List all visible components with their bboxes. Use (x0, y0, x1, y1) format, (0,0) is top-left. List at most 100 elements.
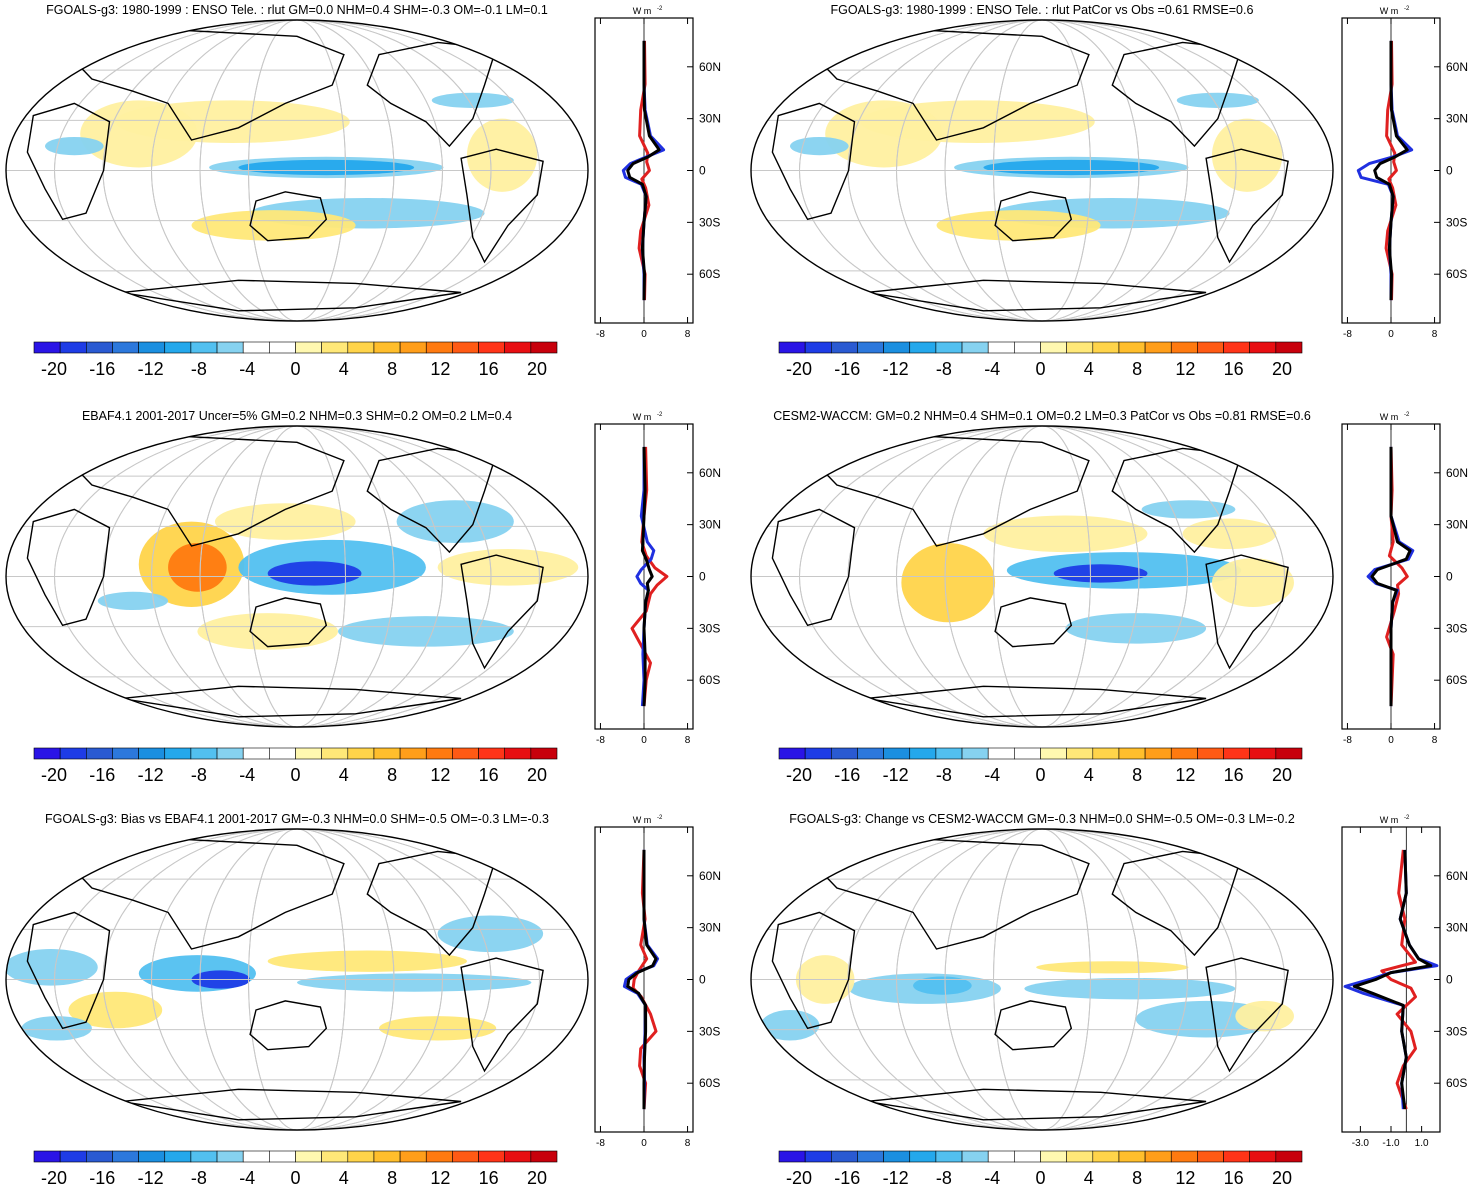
unit-superscript: -2 (1404, 815, 1410, 821)
colorbar-swatch (857, 747, 884, 760)
colorbar-swatch (1066, 1150, 1094, 1163)
panel-2: FGOALS-g3: 1980-1999 : ENSO Tele. : rlut… (750, 3, 1468, 379)
colorbar-swatch (1118, 341, 1146, 354)
lat-tick-label: 30N (1446, 112, 1468, 126)
colorbar-swatch (883, 1150, 911, 1163)
colorbar-swatch (530, 747, 558, 760)
colorbar-swatch (961, 747, 989, 760)
coastline (866, 1088, 1207, 1121)
colorbar-swatch (321, 1150, 349, 1163)
colorbar-swatch (1066, 747, 1094, 760)
colorbar-swatch (295, 747, 322, 760)
x-tick-label: 8 (1432, 329, 1438, 340)
zonal-mean-plot: 60N 30N 0 30S 60S -8 0 8 W m -2 (594, 6, 721, 340)
coastline (61, 838, 345, 950)
colorbar-swatch (1170, 747, 1198, 760)
colorbar-swatch (138, 1150, 166, 1163)
coastline (994, 597, 1073, 648)
colorbar-swatch (504, 747, 532, 760)
colorbar-tick-label: 20 (527, 1168, 547, 1187)
colorbar-tick-label: -12 (883, 765, 909, 785)
meridian-line (944, 829, 1140, 1130)
lat-tick-label: 30S (1446, 215, 1467, 229)
anomaly-region (97, 591, 169, 611)
colorbar-swatch (164, 341, 192, 354)
lat-tick-label: 30S (699, 621, 720, 635)
colorbar-tick-label: -12 (138, 1168, 164, 1187)
colorbar-swatch (1014, 1150, 1041, 1163)
coastline (806, 29, 1090, 141)
colorbar-tick-label: -4 (239, 765, 255, 785)
meridian-line (151, 426, 443, 727)
coastline (806, 435, 1090, 547)
x-tick-label: 1.0 (1415, 1138, 1429, 1149)
coastline (121, 1088, 462, 1121)
anomaly-region (379, 1016, 497, 1041)
coastline (249, 1000, 328, 1051)
colorbar-tick-label: 4 (1084, 1168, 1094, 1187)
anomaly-region (214, 503, 356, 540)
colorbar-tick-label: -8 (936, 359, 952, 379)
anomaly-region (267, 561, 362, 586)
coastline (806, 838, 1090, 950)
colorbar-tick-label: 20 (1272, 359, 1292, 379)
colorbar-swatch (138, 747, 166, 760)
meridian-line (54, 426, 540, 727)
lat-tick-label: 60S (1446, 267, 1467, 281)
map (750, 828, 1334, 1131)
anomaly-region (1176, 92, 1259, 108)
coastline (866, 279, 1207, 312)
colorbar-tick-label: -16 (834, 765, 860, 785)
map-border (5, 828, 589, 1131)
colorbar-swatch (1014, 747, 1041, 760)
lat-tick-label: 0 (1446, 973, 1453, 987)
colorbar-swatch (269, 341, 296, 354)
colorbar-tick-label: -20 (41, 1168, 67, 1187)
colorbar-swatch (112, 1150, 139, 1163)
map-border (750, 19, 1334, 322)
colorbar-swatch (1197, 1150, 1224, 1163)
colorbar-swatch (425, 747, 453, 760)
x-tick-label: 8 (685, 735, 691, 746)
colorbar-tick-label: 0 (1035, 359, 1045, 379)
panel-title: FGOALS-g3: Bias vs EBAF4.1 2001-2017 GM=… (45, 812, 549, 826)
colorbar-swatch (1118, 1150, 1146, 1163)
unit-label: W m (633, 815, 652, 825)
zonal-mean-plot: 60N 30N 0 30S 60S -3.0 -1.0 1.0 W m -2 (1341, 815, 1468, 1149)
map-field (751, 829, 1333, 1130)
coastline (61, 29, 345, 141)
anomaly-region (197, 613, 339, 650)
unit-label: W m (1380, 412, 1399, 422)
coastline (460, 554, 544, 670)
colorbar-swatch (909, 747, 937, 760)
colorbar-swatch (269, 747, 296, 760)
colorbar-tick-label: -4 (239, 1168, 255, 1187)
anomaly-region (1036, 961, 1189, 974)
coastline (249, 597, 328, 648)
colorbar-tick-label: 0 (1035, 1168, 1045, 1187)
lat-tick-label: 60S (699, 1076, 720, 1090)
colorbar-tick-label: 12 (430, 359, 450, 379)
colorbar-tick-label: 4 (339, 1168, 349, 1187)
colorbar-swatch (321, 747, 349, 760)
x-tick-label: -1.0 (1382, 1138, 1400, 1149)
meridian-line (896, 426, 1188, 727)
lat-tick-label: 30S (1446, 621, 1467, 635)
colorbar-swatch (425, 341, 453, 354)
anomaly-region (238, 159, 415, 176)
colorbar-tick-label: -16 (89, 1168, 115, 1187)
lat-tick-label: 60S (1446, 673, 1467, 687)
colorbar-swatch (452, 1150, 479, 1163)
colorbar-tick-label: -20 (786, 765, 812, 785)
colorbar-swatch (987, 341, 1015, 354)
panel-title: FGOALS-g3: 1980-1999 : ENSO Tele. : rlut… (46, 3, 548, 17)
lat-tick-label: 60N (1446, 869, 1468, 883)
colorbar-tick-label: 4 (339, 765, 349, 785)
colorbar-swatch (295, 1150, 322, 1163)
map-field (6, 20, 588, 321)
colorbar: -20 -16 -12 -8 -4 0 4 8 12 16 20 (33, 747, 558, 785)
x-tick-label: 0 (1388, 735, 1394, 746)
colorbar: -20 -16 -12 -8 -4 0 4 8 12 16 20 (33, 341, 558, 379)
colorbar-swatch (961, 341, 989, 354)
